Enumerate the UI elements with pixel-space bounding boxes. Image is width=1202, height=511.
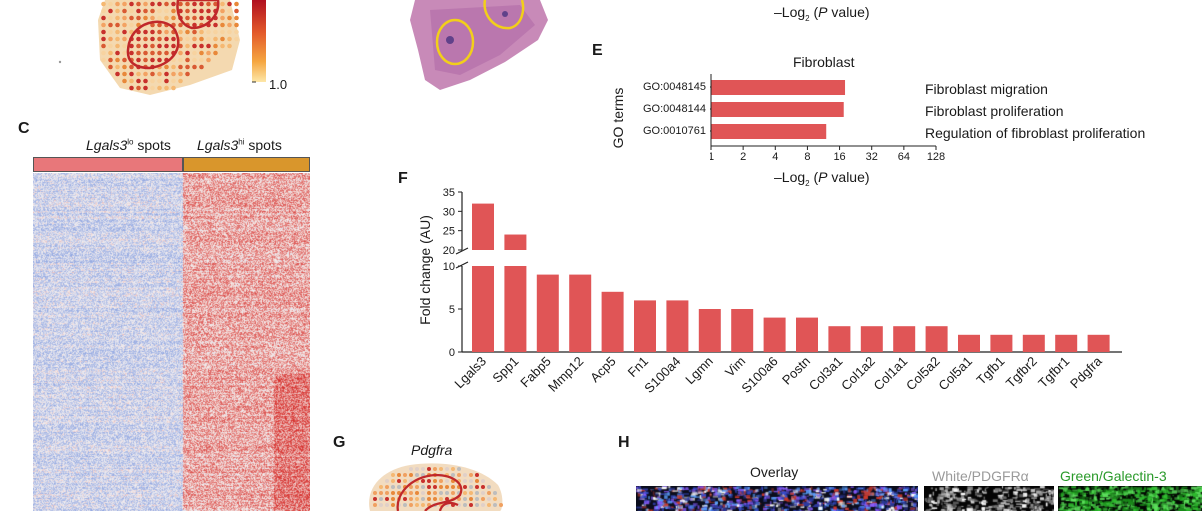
go-bar bbox=[711, 80, 846, 95]
bar-lower-segment bbox=[472, 266, 494, 352]
x-category-label: Spp1 bbox=[489, 354, 521, 386]
go-x-tick-label: 32 bbox=[866, 151, 878, 160]
x-category-label: Col3a1 bbox=[806, 354, 846, 394]
y-tick-label: 10 bbox=[443, 261, 455, 273]
x-category-label: Vim bbox=[722, 354, 748, 380]
go-bar bbox=[711, 124, 827, 139]
hi-spots-label: Lgals3hi spots bbox=[197, 137, 282, 153]
bar bbox=[860, 326, 883, 352]
green-channel-micrograph bbox=[1058, 486, 1202, 511]
go-term-description: Fibroblast proliferation bbox=[925, 103, 1064, 119]
go-term-description: Fibroblast migration bbox=[925, 81, 1048, 97]
x-category-label: Tgfb1 bbox=[973, 354, 1007, 388]
go-x-tick-label: 128 bbox=[927, 151, 945, 160]
bar bbox=[536, 274, 559, 352]
go-x-tick-label: 1 bbox=[710, 151, 714, 160]
x-category-label: Col1a1 bbox=[871, 354, 911, 394]
white-channel-micrograph bbox=[924, 486, 1054, 511]
x-category-label: Mmp12 bbox=[545, 354, 586, 395]
bar bbox=[731, 309, 754, 352]
bar bbox=[796, 317, 818, 352]
lo-group-bar bbox=[33, 157, 183, 172]
y-tick-label: 35 bbox=[443, 187, 455, 199]
hi-group-bar bbox=[183, 157, 310, 172]
bar bbox=[601, 291, 624, 352]
colorbar-min-label: 1.0 bbox=[269, 77, 288, 92]
x-category-label: Tgfbr2 bbox=[1003, 354, 1040, 391]
spot-map-remnant bbox=[98, 0, 240, 95]
green-channel-label: Green/Galectin-3 bbox=[1060, 468, 1167, 484]
panel-letter-g: G bbox=[333, 434, 346, 451]
bar bbox=[698, 309, 721, 352]
colorbar bbox=[252, 0, 266, 82]
go-bar-chart: 1 2 4 8 16 32 64 128 bbox=[710, 74, 945, 160]
y-tick-label: 20 bbox=[443, 245, 455, 257]
panel-e-title: Fibroblast bbox=[793, 54, 855, 70]
top-image-strip bbox=[58, 0, 548, 95]
bar bbox=[1055, 334, 1078, 352]
panel-e-xlabel: –Log2 (P value) bbox=[774, 169, 870, 188]
x-category-label: S100a4 bbox=[641, 354, 683, 396]
x-category-label: Lgals3 bbox=[451, 354, 489, 392]
top-axis-label: –Log2 (P value) bbox=[774, 4, 870, 23]
x-category-label: Pdgfra bbox=[1067, 353, 1105, 391]
bar bbox=[569, 274, 592, 352]
y-tick-label: 25 bbox=[443, 226, 455, 238]
pdgfra-spot-map bbox=[369, 463, 503, 511]
panel-e-ylabel: GO terms bbox=[610, 87, 626, 149]
y-tick-label: 0 bbox=[449, 347, 455, 359]
bar bbox=[925, 326, 948, 352]
x-category-label: Acp5 bbox=[587, 354, 619, 386]
go-term-id: GO:0048145 bbox=[643, 81, 706, 93]
go-x-tick-label: 64 bbox=[898, 151, 910, 160]
x-category-label: Fn1 bbox=[625, 354, 651, 380]
go-x-tick-label: 16 bbox=[833, 151, 845, 160]
axis-break-mark bbox=[455, 261, 469, 269]
bar bbox=[958, 334, 980, 352]
bar bbox=[990, 334, 1013, 352]
panel-letter-e: E bbox=[592, 42, 603, 59]
panel-letter-f: F bbox=[398, 170, 408, 187]
overlay-micrograph bbox=[636, 486, 918, 511]
axis-break-mark bbox=[455, 247, 469, 255]
bar-upper-segment bbox=[504, 234, 527, 250]
bar bbox=[893, 326, 916, 352]
bar-lower-segment bbox=[504, 266, 527, 352]
expression-heatmap bbox=[33, 173, 310, 511]
bar-upper-segment bbox=[472, 203, 494, 250]
x-category-label: Lgmn bbox=[682, 354, 716, 388]
go-x-tick-label: 8 bbox=[804, 151, 810, 160]
overlay-label: Overlay bbox=[750, 464, 799, 480]
panel-letter-h: H bbox=[618, 434, 630, 451]
white-channel-label: White/PDGFRα bbox=[932, 468, 1029, 484]
panel-letter-c: C bbox=[18, 120, 30, 137]
x-category-label: Tgfbr1 bbox=[1035, 354, 1072, 391]
panel-g-gene-label: Pdgfra bbox=[411, 442, 453, 458]
histology-image-remnant bbox=[410, 0, 548, 90]
bar bbox=[763, 317, 786, 352]
x-category-label: Col5a1 bbox=[935, 354, 975, 394]
bar bbox=[666, 300, 689, 352]
bar bbox=[828, 326, 851, 352]
go-x-tick-label: 2 bbox=[740, 151, 746, 160]
x-category-label: Col1a2 bbox=[838, 354, 878, 394]
y-tick-label: 30 bbox=[443, 206, 455, 218]
go-term-id: GO:0048144 bbox=[643, 103, 706, 115]
lo-spots-label: Lgals3lo spots bbox=[86, 137, 171, 153]
go-x-tick-label: 4 bbox=[772, 151, 778, 160]
go-term-description: Regulation of fibroblast proliferation bbox=[925, 125, 1146, 141]
bar bbox=[634, 300, 656, 352]
x-category-label: Col5a2 bbox=[903, 354, 943, 394]
go-term-id: GO:0010761 bbox=[643, 125, 706, 137]
bar bbox=[1087, 334, 1110, 352]
y-tick-label: 5 bbox=[449, 304, 455, 316]
bar bbox=[1022, 334, 1045, 352]
x-category-label: S100a6 bbox=[738, 354, 780, 396]
go-bar bbox=[711, 102, 844, 117]
